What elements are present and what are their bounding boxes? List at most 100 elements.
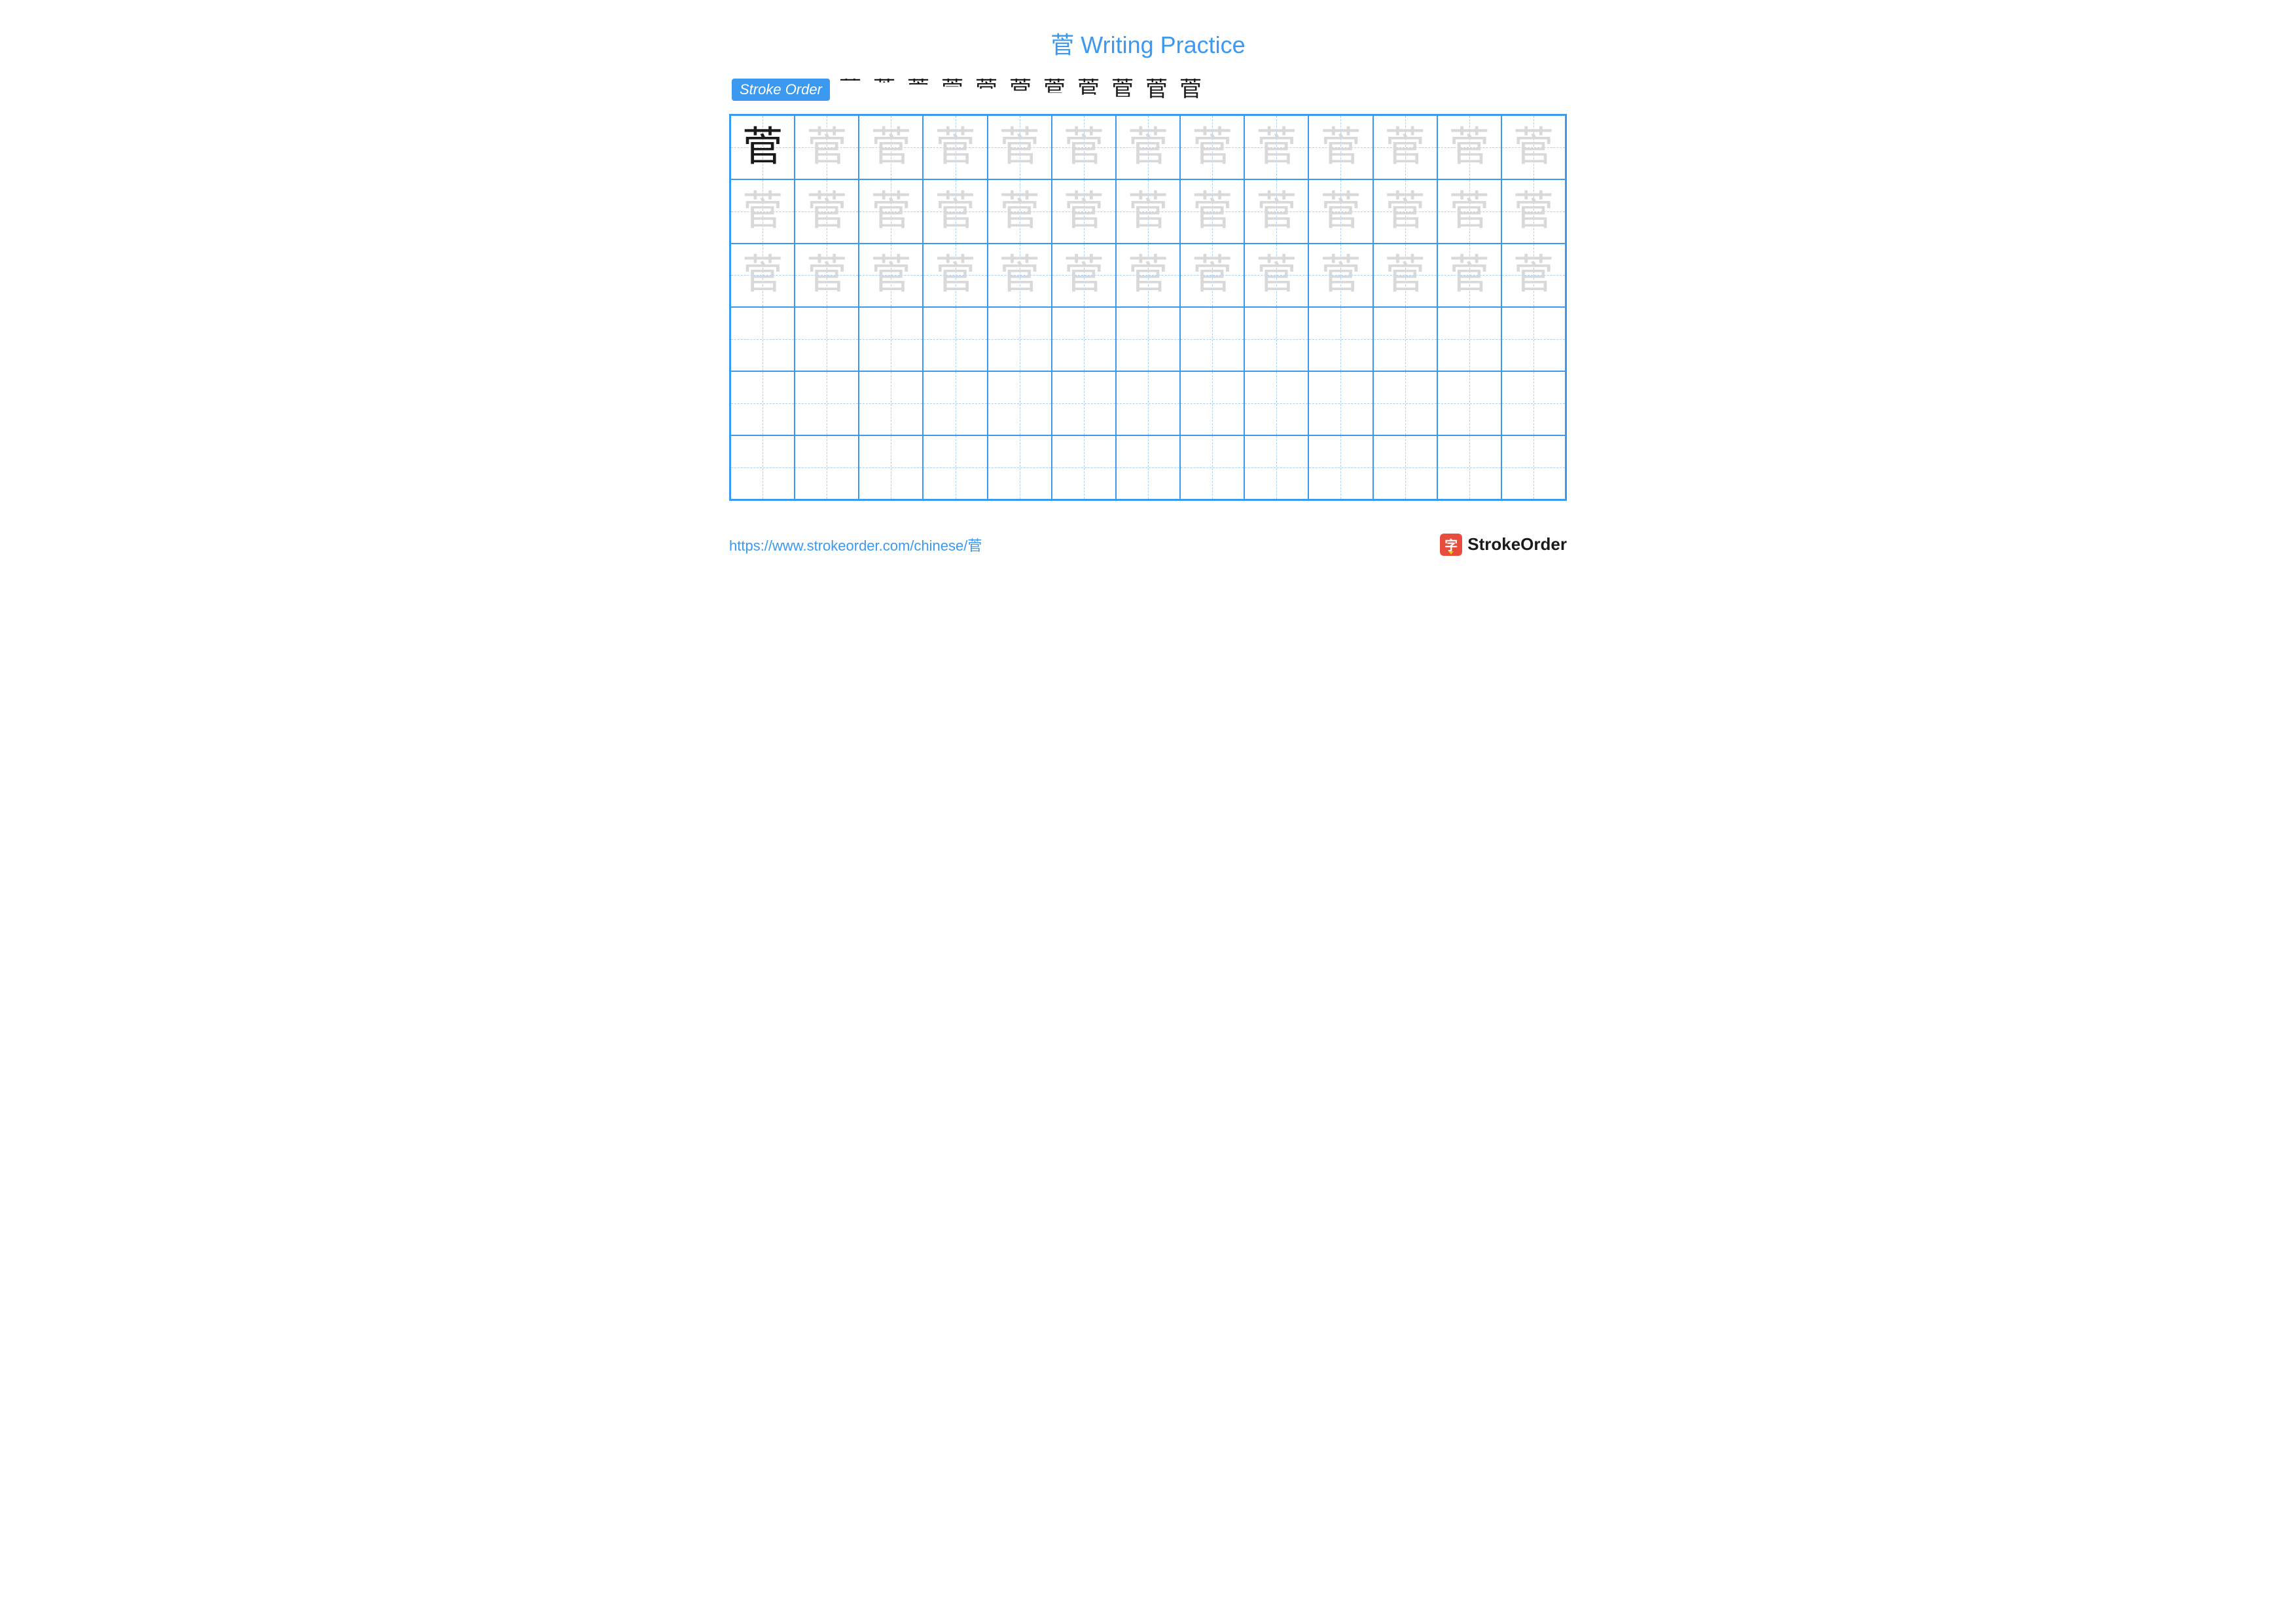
trace-glyph: 菅 [935, 255, 976, 295]
trace-glyph: 菅 [1449, 127, 1490, 168]
stroke-order-label: Stroke Order [732, 79, 830, 101]
grid-cell: 菅 [1373, 179, 1437, 244]
trace-glyph: 菅 [1449, 191, 1490, 232]
stroke-step-10: 菅 [1145, 79, 1168, 101]
grid-cell: 菅 [1244, 179, 1308, 244]
practice-grid: 菅菅菅菅菅菅菅菅菅菅菅菅菅菅菅菅菅菅菅菅菅菅菅菅菅菅菅菅菅菅菅菅菅菅菅菅菅菅菅 [729, 114, 1567, 501]
grid-cell [1308, 435, 1372, 500]
trace-glyph: 菅 [1449, 255, 1490, 295]
brand: 字 StrokeOrder [1440, 534, 1567, 556]
trace-glyph: 菅 [1256, 255, 1297, 295]
trace-glyph: 菅 [1192, 191, 1232, 232]
trace-glyph: 菅 [1385, 127, 1426, 168]
trace-glyph: 菅 [999, 127, 1040, 168]
grid-cell: 菅 [1180, 179, 1244, 244]
grid-cell: 菅 [1437, 244, 1501, 308]
grid-cell: 菅 [1501, 115, 1566, 179]
trace-glyph: 菅 [999, 191, 1040, 232]
trace-glyph: 菅 [1256, 191, 1297, 232]
grid-cell [1244, 307, 1308, 371]
grid-cell [1501, 371, 1566, 435]
grid-cell: 菅 [923, 244, 987, 308]
trace-glyph: 菅 [1192, 127, 1232, 168]
grid-cell: 菅 [795, 179, 859, 244]
grid-cell: 菅 [1180, 244, 1244, 308]
grid-cell: 菅 [923, 115, 987, 179]
grid-cell [1116, 307, 1180, 371]
grid-cell: 菅 [730, 115, 795, 179]
grid-cell: 菅 [1501, 244, 1566, 308]
grid-cell: 菅 [988, 179, 1052, 244]
grid-cell [795, 307, 859, 371]
trace-glyph: 菅 [935, 191, 976, 232]
page-title: 菅 Writing Practice [729, 26, 1567, 60]
source-url[interactable]: https://www.strokeorder.com/chinese/菅 [729, 534, 982, 555]
grid-cell [1180, 307, 1244, 371]
grid-cell [1308, 307, 1372, 371]
grid-cell: 菅 [859, 179, 923, 244]
trace-glyph: 菅 [1320, 127, 1361, 168]
stroke-step-4: 菅 [941, 79, 963, 101]
grid-cell [795, 435, 859, 500]
trace-glyph: 菅 [1064, 127, 1104, 168]
trace-glyph: 菅 [1128, 127, 1168, 168]
stroke-step-11: 菅 [1179, 79, 1202, 101]
grid-cell: 菅 [1116, 179, 1180, 244]
brand-text: StrokeOrder [1467, 534, 1567, 555]
grid-cell [1501, 307, 1566, 371]
trace-glyph: 菅 [1064, 255, 1104, 295]
grid-cell [859, 435, 923, 500]
grid-cell [1308, 371, 1372, 435]
grid-cell: 菅 [795, 115, 859, 179]
grid-cell [923, 435, 987, 500]
trace-glyph: 菅 [742, 255, 783, 295]
trace-glyph: 菅 [1064, 191, 1104, 232]
stroke-order-row: Stroke Order 菅菅菅菅菅菅菅菅菅菅菅 [729, 79, 1567, 101]
grid-cell [730, 307, 795, 371]
model-glyph: 菅 [742, 127, 783, 168]
grid-cell [795, 371, 859, 435]
grid-cell [1244, 371, 1308, 435]
stroke-step-2: 菅 [873, 79, 895, 101]
grid-cell: 菅 [1308, 115, 1372, 179]
grid-cell: 菅 [1244, 244, 1308, 308]
grid-cell [988, 307, 1052, 371]
stroke-step-3: 菅 [907, 79, 929, 101]
trace-glyph: 菅 [870, 127, 911, 168]
stroke-step-7: 菅 [1043, 79, 1066, 101]
grid-cell [1437, 371, 1501, 435]
trace-glyph: 菅 [1320, 191, 1361, 232]
grid-cell [859, 307, 923, 371]
grid-cell: 菅 [1180, 115, 1244, 179]
worksheet-page: 菅 Writing Practice Stroke Order 菅菅菅菅菅菅菅菅… [729, 26, 1567, 556]
grid-cell: 菅 [1373, 115, 1437, 179]
trace-glyph: 菅 [806, 191, 847, 232]
grid-cell: 菅 [1437, 115, 1501, 179]
trace-glyph: 菅 [870, 255, 911, 295]
trace-glyph: 菅 [1385, 255, 1426, 295]
grid-cell: 菅 [1116, 115, 1180, 179]
grid-cell [730, 371, 795, 435]
brand-icon: 字 [1440, 534, 1462, 556]
grid-cell: 菅 [1501, 179, 1566, 244]
grid-cell: 菅 [1437, 179, 1501, 244]
stroke-step-5: 菅 [975, 79, 997, 101]
grid-cell [859, 371, 923, 435]
grid-cell [1373, 435, 1437, 500]
grid-cell [923, 307, 987, 371]
trace-glyph: 菅 [806, 255, 847, 295]
grid-cell: 菅 [1244, 115, 1308, 179]
stroke-steps: 菅菅菅菅菅菅菅菅菅菅菅 [839, 79, 1202, 101]
grid-cell [988, 371, 1052, 435]
trace-glyph: 菅 [870, 191, 911, 232]
trace-glyph: 菅 [1256, 127, 1297, 168]
grid-cell [1437, 435, 1501, 500]
trace-glyph: 菅 [1128, 191, 1168, 232]
grid-cell [923, 371, 987, 435]
grid-cell: 菅 [1052, 115, 1116, 179]
trace-glyph: 菅 [1513, 255, 1554, 295]
grid-cell: 菅 [1052, 179, 1116, 244]
grid-cell: 菅 [1308, 179, 1372, 244]
footer: https://www.strokeorder.com/chinese/菅 字 … [729, 534, 1567, 556]
trace-glyph: 菅 [1513, 191, 1554, 232]
